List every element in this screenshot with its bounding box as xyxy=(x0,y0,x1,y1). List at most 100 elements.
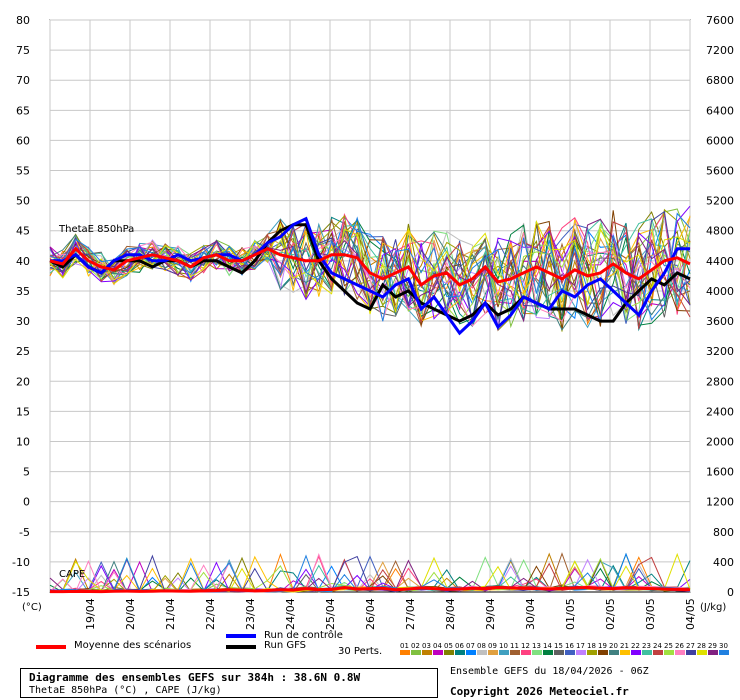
left-tick-label: -10 xyxy=(12,556,30,569)
info-subtitle: ThetaE 850hPa (°C) , CAPE (J/kg) xyxy=(29,685,222,696)
left-tick-label: 0 xyxy=(23,496,30,509)
date-tick-label: 21/04 xyxy=(164,598,177,630)
pert-id-label: 17 xyxy=(576,642,585,650)
right-tick-label: 2800 xyxy=(706,375,734,388)
perturbation-line xyxy=(49,220,691,326)
pert-color-swatch xyxy=(554,650,564,655)
right-tick-label: 2000 xyxy=(706,435,734,448)
pert-color-swatch xyxy=(400,650,410,655)
left-tick-label: 65 xyxy=(16,104,30,117)
left-tick-label: 55 xyxy=(16,165,30,178)
pert-color-swatch xyxy=(697,650,707,655)
control-line xyxy=(50,216,690,336)
pert-color-swatch xyxy=(587,650,597,655)
pert-color-swatch xyxy=(664,650,674,655)
pert-id-label: 05 xyxy=(444,642,453,650)
date-tick-label: 27/04 xyxy=(404,598,417,630)
right-tick-label: 800 xyxy=(713,526,734,539)
pert-color-swatch xyxy=(444,650,454,655)
left-tick-label: 80 xyxy=(16,14,30,27)
pert-id-label: 21 xyxy=(620,642,629,650)
date-tick-label: 24/04 xyxy=(284,598,297,630)
date-tick-label: 20/04 xyxy=(124,598,137,630)
right-axis-unit: (J/kg) xyxy=(700,602,726,613)
right-tick-label: 0 xyxy=(727,586,734,599)
pert-id-label: 04 xyxy=(433,642,442,650)
pert-id-label: 22 xyxy=(631,642,640,650)
date-tick-label: 22/04 xyxy=(204,598,217,630)
left-tick-label: 35 xyxy=(16,285,30,298)
right-tick-label: 3600 xyxy=(706,315,734,328)
pert-id-label: 18 xyxy=(587,642,596,650)
right-tick-label: 4400 xyxy=(706,255,734,268)
axis-ticks: -15 -10 -5 0 5 10 15 20 25 30 35 40 45 50 55 60 65 70 75 80… xyxy=(12,14,734,630)
left-tick-label: 10 xyxy=(16,435,30,448)
pert-id-label: 11 xyxy=(510,642,519,650)
perturbation-legend: 01 02 03 04 05 06 07 08 09 10 11 12 13 14 15 16 17 18 19 20… xyxy=(400,642,729,655)
pert-id-label: 16 xyxy=(565,642,574,650)
pert-color-swatch xyxy=(455,650,465,655)
pert-id-label: 07 xyxy=(466,642,475,650)
pert-color-swatch xyxy=(510,650,520,655)
left-tick-label: 50 xyxy=(16,195,30,208)
cape-panel-label: CAPE xyxy=(59,569,85,580)
right-tick-label: 7200 xyxy=(706,44,734,57)
left-tick-label: 15 xyxy=(16,405,30,418)
right-tick-label: 6800 xyxy=(706,74,734,87)
gfs-legend-swatch xyxy=(226,645,256,649)
pert-color-swatch xyxy=(719,650,729,655)
left-tick-label: -5 xyxy=(19,526,30,539)
left-tick-label: 40 xyxy=(16,255,30,268)
gfs-legend-label: Run GFS xyxy=(264,640,307,651)
pert-color-swatch xyxy=(686,650,696,655)
pert-color-swatch xyxy=(521,650,531,655)
date-tick-label: 03/05 xyxy=(644,598,657,630)
left-tick-label: 75 xyxy=(16,44,30,57)
pert-color-swatch xyxy=(631,650,641,655)
right-tick-label: 4800 xyxy=(706,225,734,238)
copyright: Copyright 2026 Meteociel.fr xyxy=(450,685,629,698)
date-tick-label: 23/04 xyxy=(244,598,257,630)
perturbation-line xyxy=(49,222,691,322)
date-tick-label: 26/04 xyxy=(364,598,377,630)
control-legend-swatch xyxy=(226,634,256,638)
right-tick-label: 5200 xyxy=(706,195,734,208)
pert-id-label: 10 xyxy=(499,642,508,650)
perts-legend-label: 30 Perts. xyxy=(338,646,383,657)
right-tick-label: 6400 xyxy=(706,104,734,117)
pert-color-swatch xyxy=(642,650,652,655)
pert-id-label: 15 xyxy=(554,642,563,650)
pert-color-swatch xyxy=(598,650,608,655)
left-tick-label: 5 xyxy=(23,466,30,479)
left-tick-label: 45 xyxy=(16,225,30,238)
pert-id-label: 13 xyxy=(532,642,541,650)
pert-id-label: 24 xyxy=(653,642,662,650)
control-legend-label: Run de contrôle xyxy=(264,630,343,641)
pert-id-label: 28 xyxy=(697,642,706,650)
pert-color-swatch xyxy=(466,650,476,655)
pert-color-swatch xyxy=(675,650,685,655)
pert-id-label: 09 xyxy=(488,642,497,650)
perturbation-line xyxy=(49,219,691,315)
pert-id-label: 20 xyxy=(609,642,618,650)
date-tick-label: 28/04 xyxy=(444,598,457,630)
pert-id-label: 14 xyxy=(543,642,552,650)
pert-id-label: 27 xyxy=(686,642,695,650)
date-tick-label: 30/04 xyxy=(524,598,537,630)
main-series xyxy=(49,216,691,594)
pert-color-swatch xyxy=(499,650,509,655)
right-tick-label: 1200 xyxy=(706,496,734,509)
pert-color-swatch xyxy=(411,650,421,655)
pert-color-swatch xyxy=(532,650,542,655)
date-tick-label: 19/04 xyxy=(84,598,97,630)
right-tick-label: 4000 xyxy=(706,285,734,298)
perturbation-line xyxy=(49,232,691,327)
pert-color-swatch xyxy=(543,650,553,655)
pert-id-label: 12 xyxy=(521,642,530,650)
pert-color-swatch xyxy=(708,650,718,655)
left-axis-unit: (°C) xyxy=(22,602,42,613)
pert-id-label: 25 xyxy=(664,642,673,650)
pert-id-label: 29 xyxy=(708,642,717,650)
mean-legend-label: Moyenne des scénarios xyxy=(74,640,192,651)
